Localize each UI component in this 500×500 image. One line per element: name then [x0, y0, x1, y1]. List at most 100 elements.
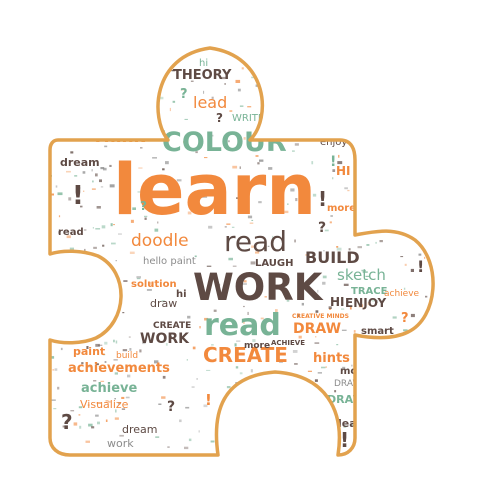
- filler-speck: [408, 438, 410, 442]
- filler-speck: [62, 308, 64, 310]
- word-exclaim-r1: !: [318, 187, 327, 211]
- filler-speck: [315, 336, 317, 338]
- filler-speck: [264, 296, 267, 298]
- filler-speck: [195, 151, 198, 154]
- filler-speck: [103, 303, 106, 306]
- filler-speck: [431, 257, 433, 260]
- filler-speck: [94, 305, 98, 308]
- filler-speck: [322, 281, 326, 285]
- filler-speck: [329, 221, 332, 224]
- filler-speck: [385, 376, 387, 378]
- filler-speck: [176, 179, 182, 182]
- filler-speck: [341, 308, 345, 310]
- filler-speck: [312, 193, 317, 197]
- word-theory-low: THEORY: [278, 395, 324, 406]
- filler-speck: [105, 419, 108, 422]
- filler-speck: [142, 342, 146, 345]
- filler-speck: [311, 161, 314, 165]
- filler-speck: [165, 343, 168, 346]
- filler-speck: [144, 215, 148, 217]
- filler-speck: [300, 431, 302, 434]
- filler-speck: [381, 58, 383, 62]
- filler-speck: [236, 340, 241, 342]
- filler-speck: [294, 239, 296, 243]
- filler-speck: [275, 185, 280, 188]
- filler-speck: [58, 231, 61, 234]
- word-exclaim-m1: !: [106, 293, 113, 312]
- filler-speck: [290, 64, 293, 67]
- filler-speck: [137, 191, 141, 193]
- filler-speck: [228, 400, 230, 403]
- filler-speck: [403, 374, 405, 377]
- filler-speck: [237, 49, 239, 53]
- filler-speck: [275, 106, 279, 109]
- word-theory-top: THEORY: [173, 68, 232, 83]
- filler-speck: [334, 390, 337, 393]
- filler-speck: [146, 289, 152, 291]
- filler-speck: [99, 108, 104, 110]
- filler-speck: [108, 106, 111, 108]
- filler-speck: [403, 126, 409, 130]
- filler-speck: [85, 289, 87, 291]
- filler-speck: [426, 373, 432, 375]
- filler-speck: [370, 418, 373, 422]
- filler-speck: [62, 425, 67, 428]
- filler-speck: [361, 269, 366, 272]
- filler-speck: [384, 88, 390, 92]
- filler-speck: [93, 246, 97, 249]
- filler-speck: [436, 336, 440, 338]
- filler-speck: [144, 217, 147, 220]
- filler-speck: [78, 349, 81, 352]
- filler-speck: [96, 206, 101, 209]
- filler-speck: [373, 119, 376, 121]
- filler-speck: [206, 265, 212, 267]
- filler-speck: [72, 266, 76, 269]
- filler-speck: [119, 434, 124, 437]
- filler-speck: [404, 263, 407, 266]
- filler-speck: [55, 75, 57, 79]
- filler-speck: [100, 319, 103, 323]
- filler-speck: [132, 207, 136, 210]
- filler-speck: [122, 349, 128, 352]
- filler-speck: [262, 181, 264, 185]
- filler-speck: [89, 52, 91, 56]
- filler-speck: [314, 342, 320, 344]
- filler-speck: [272, 235, 274, 239]
- filler-speck: [343, 425, 347, 428]
- filler-speck: [374, 183, 376, 187]
- filler-speck: [95, 173, 98, 177]
- filler-speck: [322, 275, 327, 279]
- filler-speck: [369, 450, 374, 453]
- word-achievements: achievements: [68, 361, 170, 376]
- filler-speck: [192, 346, 196, 350]
- filler-speck: [428, 396, 429, 400]
- filler-speck: [139, 349, 142, 353]
- filler-speck: [356, 421, 360, 425]
- filler-speck: [181, 89, 185, 91]
- filler-speck: [50, 193, 54, 196]
- filler-speck: [268, 167, 273, 170]
- filler-speck: [403, 287, 406, 290]
- filler-speck: [83, 229, 87, 231]
- filler-speck: [58, 133, 61, 137]
- filler-speck: [196, 378, 198, 380]
- filler-speck: [429, 80, 434, 82]
- filler-speck: [307, 439, 312, 442]
- filler-speck: [70, 64, 74, 67]
- filler-speck: [354, 129, 360, 132]
- filler-speck: [219, 446, 225, 448]
- filler-speck: [70, 410, 75, 412]
- filler-speck: [306, 402, 309, 406]
- filler-speck: [344, 187, 348, 190]
- filler-speck: [80, 205, 83, 208]
- word-question-r1: ?: [318, 220, 326, 236]
- filler-speck: [349, 306, 352, 310]
- filler-speck: [403, 329, 408, 332]
- word-exclaim-m2: !: [205, 391, 212, 409]
- word-trace-right: TRACE: [351, 286, 388, 297]
- filler-speck: [100, 167, 105, 170]
- filler-speck: [106, 48, 110, 51]
- filler-speck: [117, 402, 121, 405]
- filler-speck: [152, 157, 157, 159]
